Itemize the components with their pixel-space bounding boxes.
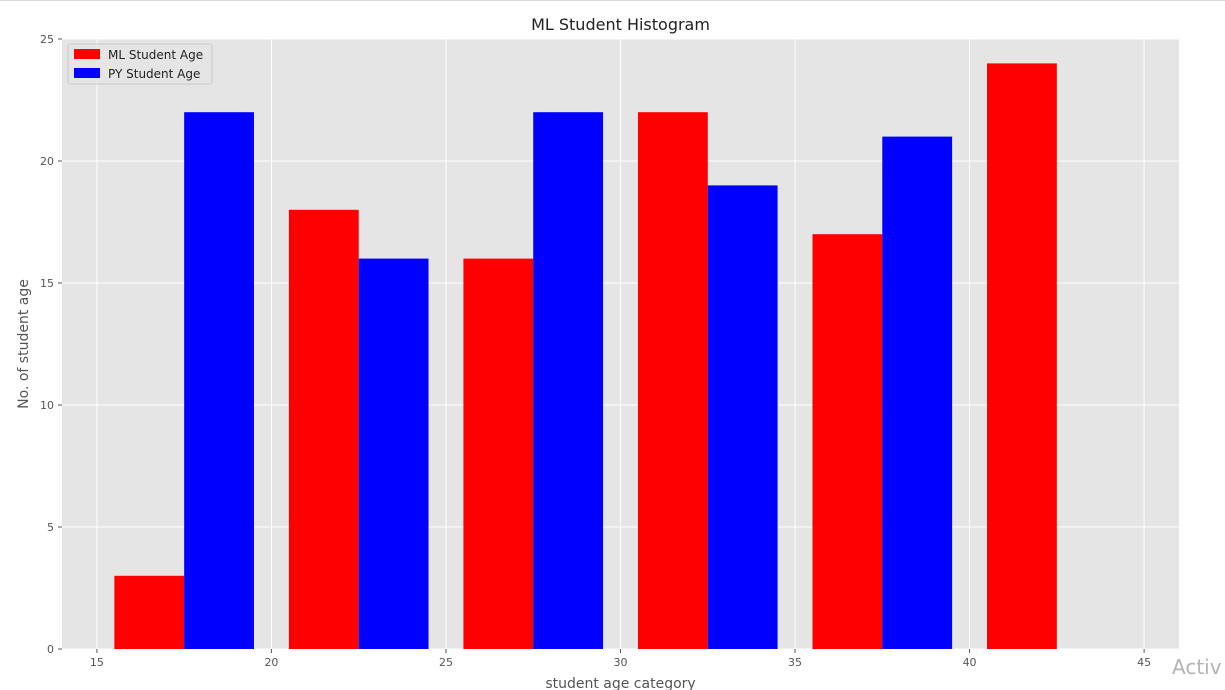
y-tick-label: 20: [40, 155, 54, 168]
legend-swatch-ml: [74, 49, 100, 59]
bar-py-0: [184, 112, 254, 649]
activation-watermark: Activ: [1172, 655, 1222, 679]
y-tick-label: 15: [40, 277, 54, 290]
y-axis-label: No. of student age: [16, 279, 32, 409]
y-tick-label: 0: [47, 643, 54, 656]
top-border: [0, 0, 1225, 1]
x-axis-label: student age category: [545, 676, 695, 690]
legend-label-ml: ML Student Age: [108, 48, 203, 62]
x-tick-label: 30: [614, 656, 628, 669]
bar-py-3: [707, 185, 778, 649]
bar-ml-1: [288, 209, 359, 650]
legend-swatch-py: [74, 68, 100, 78]
y-tick-label: 25: [40, 33, 54, 46]
bar-py-4: [882, 136, 953, 650]
x-tick-label: 25: [439, 656, 453, 669]
chart-title: ML Student Histogram: [531, 15, 710, 34]
x-tick-label: 15: [90, 656, 104, 669]
bar-py-2: [533, 112, 604, 649]
bar-ml-3: [637, 112, 708, 649]
bars: [114, 63, 1057, 650]
legend-label-py: PY Student Age: [108, 67, 200, 81]
bar-ml-0: [114, 575, 185, 649]
legend-box: [67, 43, 213, 85]
x-tick-label: 45: [1137, 656, 1151, 669]
bar-ml-2: [463, 258, 534, 649]
y-axis-ticks: 0 5 10 15 20 25: [40, 33, 62, 656]
x-tick-label: 35: [788, 656, 802, 669]
x-axis-ticks: 15 20 25 30 35 40 45: [90, 649, 1151, 669]
y-tick-label: 5: [47, 521, 54, 534]
bar-ml-5: [987, 63, 1057, 649]
x-tick-label: 20: [264, 656, 278, 669]
x-tick-label: 40: [963, 656, 977, 669]
y-tick-label: 10: [40, 399, 54, 412]
bar-py-1: [358, 258, 429, 649]
bar-ml-4: [812, 234, 883, 649]
legend: ML Student Age PY Student Age: [67, 43, 213, 85]
